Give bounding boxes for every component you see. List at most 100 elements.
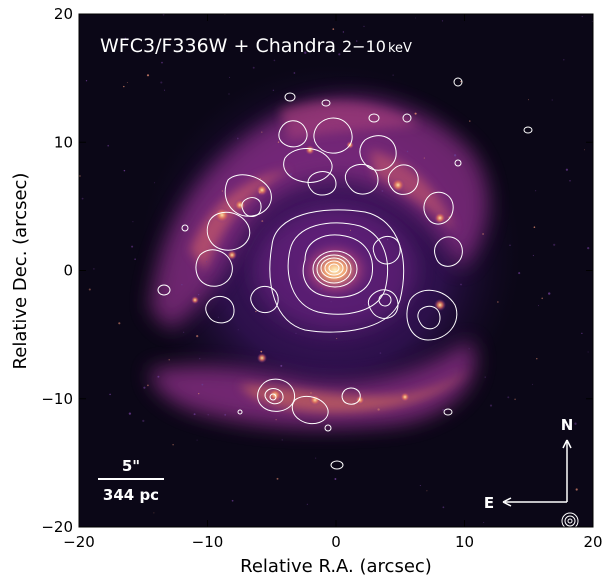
star [143, 386, 146, 389]
star [426, 490, 428, 492]
image-title: WFC3/F336W + Chandra 2−10 keV [100, 35, 412, 57]
star [575, 488, 578, 491]
star [88, 288, 91, 291]
contour [402, 113, 412, 123]
star [160, 81, 163, 84]
star [334, 478, 337, 480]
star [277, 141, 280, 143]
knot [434, 299, 446, 311]
contour [195, 249, 233, 287]
star [468, 348, 470, 350]
star [161, 61, 163, 64]
star [419, 485, 421, 486]
star [81, 197, 84, 200]
star [237, 329, 239, 331]
star [126, 82, 128, 84]
star [315, 457, 317, 459]
knot [400, 392, 410, 402]
star [483, 522, 485, 523]
x-axis-ticks: −20 −10 0 10 20 [63, 14, 603, 551]
star [259, 178, 261, 180]
contour [344, 164, 379, 195]
contour [434, 236, 463, 267]
contour [423, 191, 454, 225]
y-tick-label: −20 [41, 518, 73, 536]
star [563, 59, 565, 61]
galaxy-nucleus [295, 238, 375, 302]
star [514, 398, 516, 401]
star [107, 144, 109, 147]
knot [227, 250, 237, 260]
star [206, 219, 209, 222]
contour [291, 395, 329, 425]
star [260, 350, 263, 353]
star [538, 305, 540, 307]
star [584, 149, 586, 151]
star [276, 477, 279, 480]
contour [561, 512, 579, 527]
star [221, 190, 223, 192]
star [261, 220, 264, 223]
star [289, 173, 293, 176]
star [121, 48, 123, 50]
star [528, 99, 529, 101]
star [142, 419, 145, 423]
star [338, 53, 341, 56]
compass-east-arrowhead [502, 497, 512, 507]
star [569, 179, 571, 182]
star [329, 248, 330, 250]
contour [264, 388, 284, 405]
star [304, 51, 307, 54]
star [535, 190, 537, 192]
scalebar-angular-label: 5" [122, 457, 140, 475]
contour [443, 408, 453, 416]
star [332, 40, 334, 42]
star [532, 383, 534, 385]
knot [391, 178, 405, 192]
contour [313, 117, 353, 154]
star [198, 392, 200, 395]
star [196, 334, 199, 338]
contour [453, 77, 463, 87]
star [123, 169, 126, 172]
contour [312, 250, 358, 288]
knot [214, 207, 230, 223]
y-axis-label: Relative Dec. (arcsec) [10, 173, 31, 370]
star [255, 310, 257, 313]
star [163, 89, 166, 91]
star [228, 93, 230, 95]
contour [564, 515, 576, 527]
star [441, 20, 444, 22]
star [281, 439, 283, 441]
star [553, 243, 556, 246]
star [489, 404, 493, 407]
contour [406, 290, 458, 341]
star [332, 28, 335, 30]
contour [157, 284, 171, 296]
contour [368, 113, 380, 123]
contour [324, 424, 332, 432]
star [147, 384, 149, 387]
background-stars [79, 14, 593, 523]
star [469, 120, 471, 122]
xray-contours [157, 77, 533, 470]
star [533, 226, 536, 228]
star [363, 25, 365, 28]
contour [330, 460, 344, 470]
star [201, 383, 204, 386]
star [197, 293, 200, 296]
star [381, 190, 384, 192]
star [386, 238, 389, 241]
star [273, 59, 276, 62]
upper-spiral-arm [150, 98, 489, 330]
star [587, 247, 590, 250]
star [279, 398, 282, 401]
contour [328, 263, 340, 273]
star [551, 99, 553, 101]
contour [324, 260, 344, 276]
star [146, 74, 150, 77]
star [109, 393, 111, 396]
contour [224, 174, 272, 217]
star [548, 292, 551, 295]
